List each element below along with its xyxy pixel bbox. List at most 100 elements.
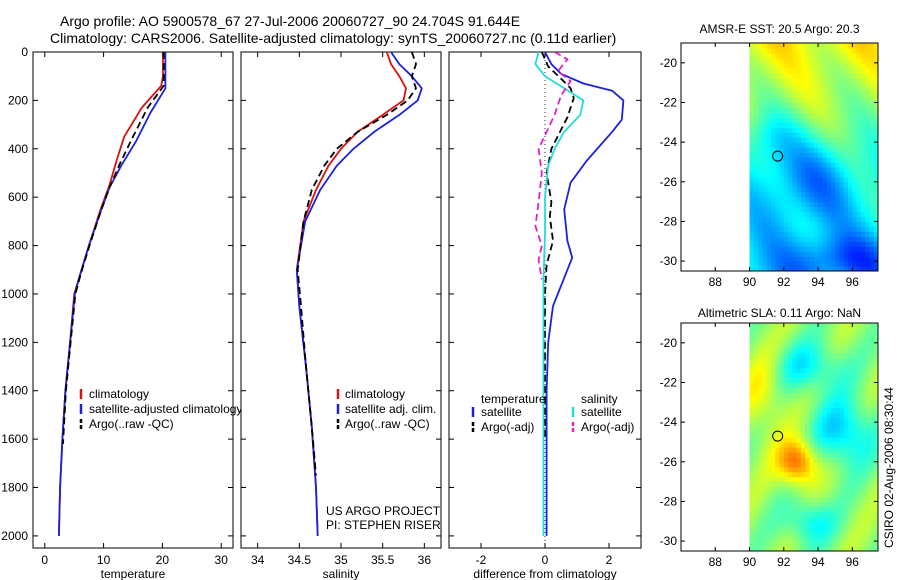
heatmap-cell [873, 501, 878, 507]
heatmap-cell [860, 347, 866, 354]
heatmap-cell [762, 261, 768, 267]
heatmap-cell [848, 157, 853, 163]
heatmap-cell [839, 236, 845, 242]
heatmap-cell [839, 402, 845, 408]
heatmap-cell [796, 206, 802, 213]
heatmap-cell [839, 166, 845, 173]
heatmap-cell [809, 52, 815, 59]
heatmap-cell [856, 486, 862, 493]
heatmap-cell [852, 437, 858, 443]
heatmap-cell [818, 132, 823, 138]
heatmap-cell [843, 251, 849, 257]
heatmap-cell [809, 471, 815, 478]
heatmap-cell [826, 372, 832, 379]
heatmap-cell [873, 92, 878, 99]
heatmap-cell [792, 117, 798, 123]
heatmap-cell [749, 92, 755, 99]
heatmap-cell [800, 456, 806, 463]
heatmap-cell [813, 501, 819, 507]
heatmap-cell [818, 437, 823, 443]
heatmap-cell [852, 337, 858, 344]
heatmap-cell [809, 251, 815, 257]
heatmap-cell [805, 62, 811, 69]
heatmap-cell [779, 171, 785, 178]
heatmap-cell [865, 367, 871, 374]
heatmap-cell [788, 246, 793, 252]
heatmap-cell [852, 486, 858, 493]
heatmap-cell [783, 432, 789, 438]
heatmap-cell [788, 67, 793, 74]
heatmap-cell [839, 117, 845, 123]
heatmap-cell [779, 471, 785, 478]
heatmap-cell [869, 441, 875, 448]
heatmap-cell [792, 171, 798, 178]
heatmap-cell [860, 82, 866, 89]
heatmap-cell [869, 72, 875, 79]
heatmap-cell [852, 201, 858, 208]
heatmap-cell [839, 323, 845, 329]
heatmap-cell [775, 417, 781, 423]
heatmap-cell [860, 62, 866, 69]
heatmap-cell [796, 82, 802, 89]
heatmap-cell [766, 241, 772, 247]
heatmap-cell [839, 77, 845, 84]
heatmap-cell [788, 132, 793, 138]
heatmap-cell [865, 157, 871, 163]
heatmap-cell [809, 157, 815, 163]
heatmap-cell [835, 536, 841, 542]
heatmap-cell [770, 546, 776, 551]
heatmap-cell [775, 211, 781, 218]
heatmap-cell [822, 52, 828, 59]
heatmap-cell [800, 417, 806, 423]
heatmap-cell [779, 241, 785, 247]
heatmap-cell [753, 47, 759, 54]
heatmap-cell [865, 323, 871, 329]
heatmap-cell [796, 496, 802, 503]
heatmap-cell [783, 323, 789, 329]
heatmap-cell [766, 486, 772, 493]
heatmap-cell [843, 402, 849, 408]
heatmap-cell [749, 422, 755, 428]
heatmap-cell [818, 97, 823, 104]
heatmap-cell [766, 476, 772, 483]
y-tick-label: -28 [660, 494, 678, 508]
heatmap-cell [856, 372, 862, 379]
heatmap-cell [749, 132, 755, 138]
heatmap-cell [800, 77, 806, 84]
heatmap-cell [762, 461, 768, 468]
heatmap-cell [800, 241, 806, 247]
heatmap-cell [818, 201, 823, 208]
heatmap-cell [822, 157, 828, 163]
heatmap-cell [762, 117, 768, 123]
heatmap-cell [848, 441, 853, 448]
heatmap-cell [766, 357, 772, 364]
heatmap-cell [749, 521, 755, 527]
heatmap-cell [779, 451, 785, 458]
heatmap-cell [783, 422, 789, 428]
y-tick-label: -20 [660, 336, 678, 350]
heatmap-cell [783, 266, 789, 271]
heatmap-cell [753, 471, 759, 478]
heatmap-cell [843, 62, 849, 69]
heatmap-cell [788, 236, 793, 242]
heatmap-cell [758, 367, 763, 374]
heatmap-cell [839, 397, 845, 403]
heatmap-cell [822, 47, 828, 54]
heatmap-cell [792, 546, 798, 551]
heatmap-cell [783, 122, 789, 128]
heatmap-cell [835, 511, 841, 517]
heatmap-cell [766, 506, 772, 512]
heatmap-cell [762, 176, 768, 183]
heatmap-cell [865, 196, 871, 203]
heatmap-cell [805, 422, 811, 428]
heatmap-cell [758, 181, 763, 188]
heatmap-cell [852, 196, 858, 203]
heatmap-cell [873, 382, 878, 389]
plot-frame [240, 51, 442, 549]
heatmap-cell [796, 546, 802, 551]
heatmap-cell [865, 171, 871, 178]
heatmap-cell [830, 541, 836, 547]
heatmap-cell [792, 221, 798, 227]
heatmap-cell [775, 451, 781, 458]
heatmap-cell [753, 501, 759, 507]
